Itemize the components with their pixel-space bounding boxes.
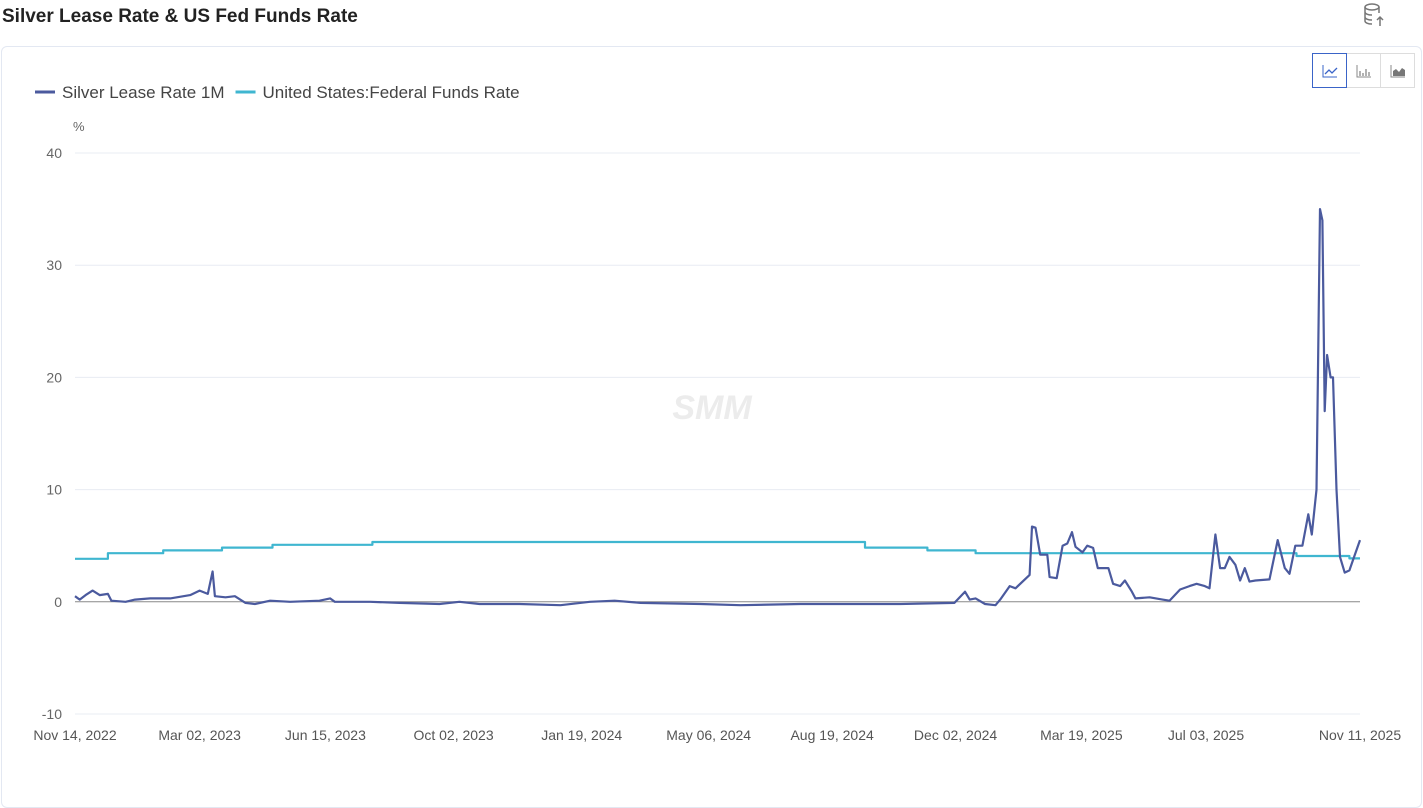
watermark: SMM [672,389,752,427]
line-chart: Silver Lease Rate 1M United States:Federa… [33,83,1401,743]
x-tick-label: Jan 19, 2024 [541,727,622,743]
y-axis-unit: % [73,119,85,134]
chart-type-switcher [1312,53,1415,88]
legend-label: Silver Lease Rate 1M [62,83,225,102]
area-chart-icon [1390,64,1405,77]
x-tick-label: Aug 19, 2024 [790,727,874,743]
x-tick-label: Mar 19, 2025 [1040,727,1123,743]
legend-item[interactable]: Silver Lease Rate 1M [35,83,225,102]
x-tick-label: Mar 02, 2023 [158,727,241,743]
y-tick-label: 40 [46,145,62,161]
line-chart-button[interactable] [1312,53,1347,88]
bar-chart-icon [1356,64,1371,77]
x-tick-label: Jul 03, 2025 [1168,727,1244,743]
legend-item[interactable]: United States:Federal Funds Rate [235,83,520,102]
area-chart-button[interactable] [1380,53,1415,88]
y-tick-label: -10 [42,706,62,722]
x-tick-label: Nov 14, 2022 [33,727,116,743]
series-line-united-states-federal-funds-rate [75,540,1360,560]
x-tick-label: May 06, 2024 [666,727,751,743]
x-tick-label: Oct 02, 2023 [413,727,493,743]
page-title: Silver Lease Rate & US Fed Funds Rate [2,6,358,27]
y-tick-label: 0 [54,594,62,610]
y-tick-label: 10 [46,482,62,498]
series-line-silver-lease-rate-1m [74,208,1362,607]
line-chart-icon [1322,64,1337,77]
legend: Silver Lease Rate 1M United States:Federa… [35,83,520,102]
database-export-icon[interactable] [1362,2,1386,28]
y-tick-label: 30 [46,257,62,273]
y-tick-label: 20 [46,369,62,385]
x-tick-label: Nov 11, 2025 [1319,727,1401,743]
x-tick-label: Dec 02, 2024 [914,727,997,743]
x-tick-label: Jun 15, 2023 [285,727,366,743]
legend-label: United States:Federal Funds Rate [263,83,520,102]
